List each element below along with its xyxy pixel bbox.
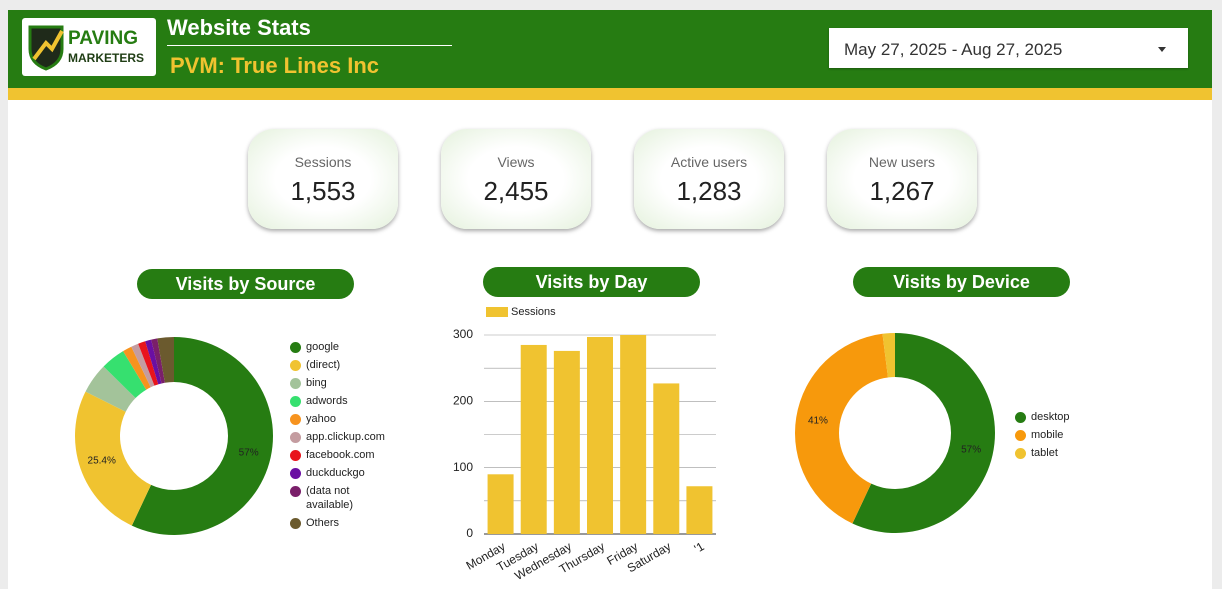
legend-swatch [290, 360, 301, 371]
donut-slice [151, 338, 165, 384]
chart-title: Visits by Device [853, 267, 1070, 297]
legend-label: google [306, 341, 340, 353]
legend-swatch [290, 518, 301, 529]
kpi-label: Views [497, 154, 535, 170]
bar [553, 350, 580, 534]
chart-title: Visits by Day [483, 267, 700, 297]
donut-slice [882, 333, 895, 378]
legend-swatch [290, 468, 301, 479]
slice-label: 57% [239, 447, 259, 458]
y-tick-label: 200 [453, 394, 473, 408]
bar [653, 383, 680, 534]
kpi-label: Sessions [294, 154, 352, 170]
donut-slice [145, 339, 162, 385]
donut-slice [85, 366, 136, 412]
donut-slice [131, 337, 273, 535]
bar [686, 486, 713, 534]
bar [487, 474, 514, 534]
donut-slice [852, 333, 995, 533]
kpi-value: 2,455 [483, 176, 549, 206]
kpi-value: 1,283 [676, 176, 742, 206]
legend-label: mobile [1031, 429, 1064, 441]
bar [620, 335, 647, 534]
legend-swatch [290, 450, 301, 461]
logo: PAVING MARKETERS [22, 18, 156, 76]
donut-slice [138, 341, 159, 386]
legend-item: duckduckgo [290, 466, 365, 480]
y-tick-label: 0 [466, 526, 473, 540]
legend-label: desktop [1031, 411, 1070, 423]
kpi-card: Sessions 1,553 [248, 129, 398, 229]
divider [167, 45, 452, 46]
legend-item: (data not available) [290, 484, 386, 512]
legend-item: google [290, 340, 339, 354]
kpi-card: Active users 1,283 [634, 129, 784, 229]
slice-label: 25.4% [88, 456, 116, 467]
kpi-label: Active users [670, 154, 748, 170]
legend-label: app.clickup.com [306, 431, 385, 443]
legend-item: app.clickup.com [290, 430, 385, 444]
logo-icon [28, 25, 64, 71]
chart-title: Visits by Source [137, 269, 354, 299]
legend-swatch [290, 342, 301, 353]
x-tick-label: '1 [692, 539, 707, 556]
legend-swatch [1015, 448, 1026, 459]
legend-swatch [1015, 430, 1026, 441]
dropdown-arrow [1158, 47, 1166, 52]
subtitle: PVM: True Lines Inc [170, 53, 380, 78]
legend-label: yahoo [306, 413, 336, 425]
donut-slice [74, 391, 152, 526]
title: Website Stats [167, 15, 311, 40]
legend-swatch [290, 486, 301, 497]
header-stripe [8, 88, 1212, 100]
kpi-card: Views 2,455 [441, 129, 591, 229]
legend-swatch [1015, 412, 1026, 423]
logo-text: MARKETERS [68, 51, 145, 65]
y-tick-label: 300 [453, 327, 473, 341]
kpi-value: 1,553 [290, 176, 356, 206]
legend-label: (data not available) [306, 485, 354, 511]
y-tick-label: 100 [453, 460, 473, 474]
legend-swatch [290, 432, 301, 443]
legend-swatch [486, 307, 508, 317]
date-range: May 27, 2025 - Aug 27, 2025 [844, 40, 1063, 59]
legend-item: adwords [290, 394, 348, 408]
bar [587, 336, 613, 534]
legend-label: adwords [306, 395, 348, 407]
bar [520, 344, 547, 534]
donut-slice [103, 351, 147, 399]
legend-swatch [290, 378, 301, 389]
legend-label: tablet [1031, 447, 1058, 459]
legend-item: tablet [1015, 446, 1058, 460]
legend-item: facebook.com [290, 448, 374, 462]
legend-label: bing [306, 377, 327, 389]
legend-label: Others [306, 517, 340, 529]
legend-label: Sessions [511, 306, 556, 318]
legend-item: (direct) [290, 358, 340, 372]
kpi-label: New users [868, 154, 936, 170]
donut-slice [157, 337, 174, 383]
logo-text: PAVING [68, 28, 139, 49]
slice-label: 41% [808, 415, 828, 426]
legend-swatch [290, 396, 301, 407]
legend-item: desktop [1015, 410, 1070, 424]
legend-label: duckduckgo [306, 467, 365, 479]
legend-swatch [290, 414, 301, 425]
legend-item: Others [290, 516, 339, 530]
donut-slice [131, 343, 155, 388]
slice-label: 57% [961, 445, 981, 456]
donut-slice [123, 346, 151, 390]
kpi-card: New users 1,267 [827, 129, 977, 229]
legend-item: mobile [1015, 428, 1063, 442]
donut-slice [795, 333, 888, 524]
legend-item: bing [290, 376, 327, 390]
legend-item: yahoo [290, 412, 336, 426]
legend-label: (direct) [306, 359, 341, 371]
legend-label: facebook.com [306, 449, 375, 461]
kpi-value: 1,267 [869, 176, 935, 206]
date-picker[interactable]: May 27, 2025 - Aug 27, 2025 [829, 28, 1188, 68]
